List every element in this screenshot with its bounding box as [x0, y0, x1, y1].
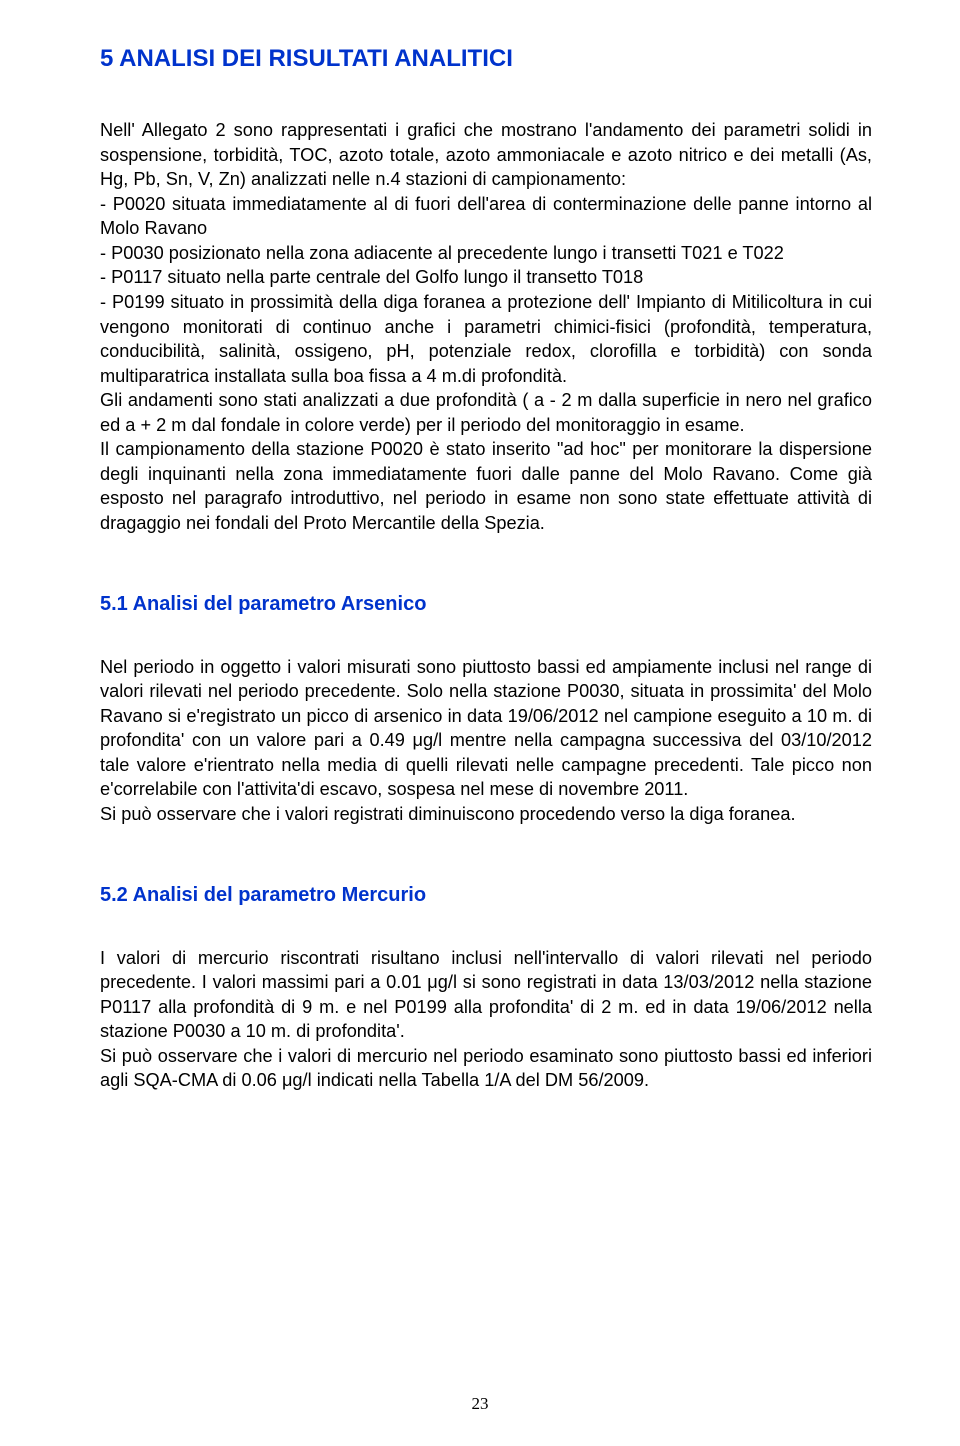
body-paragraph: Il campionamento della stazione P0020 è … [100, 437, 872, 535]
document-page: 5 ANALISI DEI RISULTATI ANALITICI Nell' … [0, 0, 960, 1446]
page-number: 23 [0, 1394, 960, 1414]
section-mercurio: I valori di mercurio riscontrati risulta… [100, 946, 872, 1093]
list-item: - P0020 situata immediatamente al di fuo… [100, 192, 872, 241]
list-item: - P0030 posizionato nella zona adiacente… [100, 241, 872, 266]
section-arsenico: Nel periodo in oggetto i valori misurati… [100, 655, 872, 827]
body-paragraph: I valori di mercurio riscontrati risulta… [100, 946, 872, 1044]
heading-sub-mercurio: 5.2 Analisi del parametro Mercurio [100, 883, 872, 908]
heading-sub-arsenico: 5.1 Analisi del parametro Arsenico [100, 592, 872, 617]
section-intro: Nell' Allegato 2 sono rappresentati i gr… [100, 118, 872, 536]
body-paragraph: Si può osservare che i valori registrati… [100, 802, 872, 827]
heading-main: 5 ANALISI DEI RISULTATI ANALITICI [100, 44, 872, 74]
body-paragraph: Si può osservare che i valori di mercuri… [100, 1044, 872, 1093]
body-paragraph: Nel periodo in oggetto i valori misurati… [100, 655, 872, 802]
body-paragraph: Gli andamenti sono stati analizzati a du… [100, 388, 872, 437]
list-item: - P0199 situato in prossimità della diga… [100, 290, 872, 388]
body-paragraph: Nell' Allegato 2 sono rappresentati i gr… [100, 118, 872, 192]
list-item: - P0117 situato nella parte centrale del… [100, 265, 872, 290]
